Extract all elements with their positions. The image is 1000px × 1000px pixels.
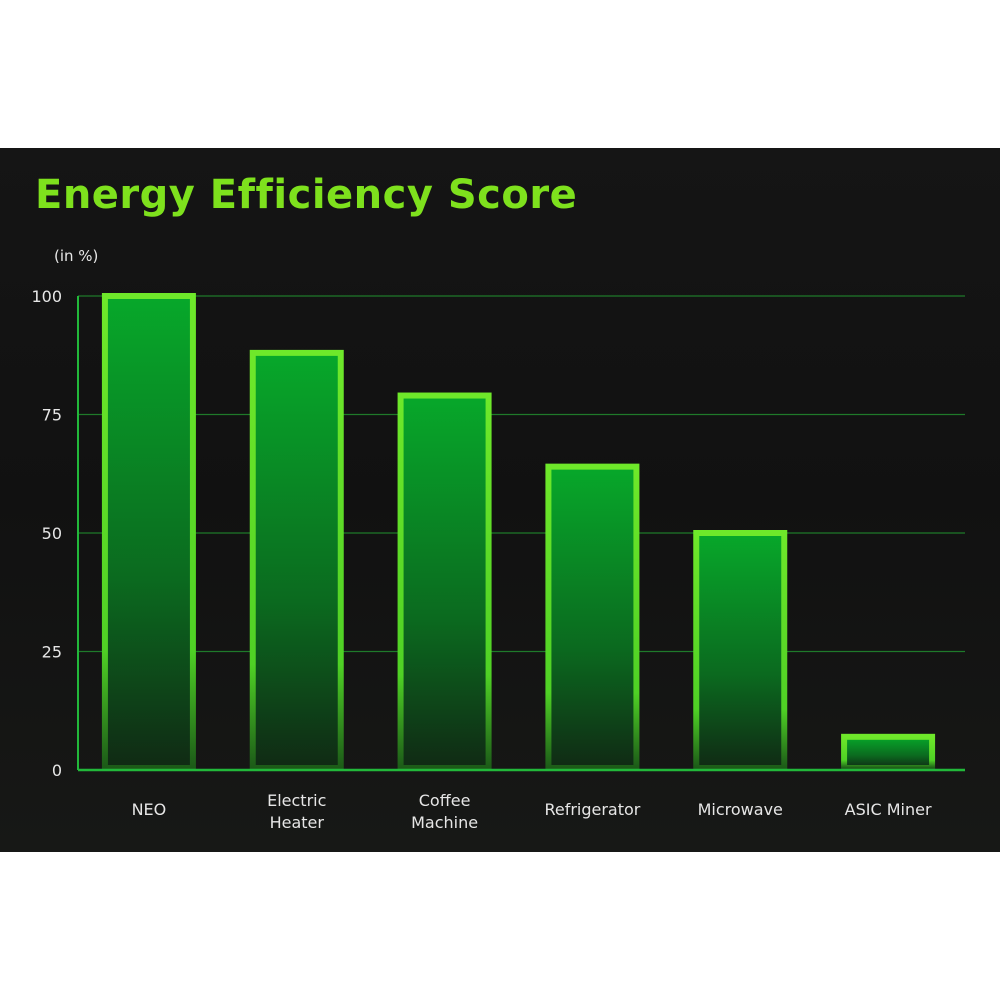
x-category-label: Electric Heater	[267, 791, 326, 832]
y-tick-label: 50	[42, 524, 62, 543]
bar	[693, 530, 788, 771]
x-category-label: Microwave	[698, 800, 783, 819]
x-category-label: Coffee Machine	[411, 791, 478, 832]
x-category-label-line: Microwave	[698, 800, 783, 819]
chart-title: Energy Efficiency Score	[35, 172, 578, 218]
x-axis-categories: NEO Electric Heater Coffee Machine Refrigerat…	[132, 791, 932, 832]
axes	[77, 296, 965, 772]
bars	[101, 293, 936, 772]
bar	[101, 293, 196, 771]
x-category-label: ASIC Miner	[845, 800, 932, 819]
bar	[545, 463, 640, 771]
x-category-label-line: Refrigerator	[544, 800, 640, 819]
gridlines	[78, 295, 965, 653]
x-category-label-line: Heater	[270, 813, 325, 832]
y-tick-label: 25	[42, 643, 62, 662]
bar	[397, 392, 492, 771]
x-category-label-line: NEO	[132, 800, 167, 819]
y-tick-label: 0	[52, 761, 62, 780]
bar	[841, 733, 936, 772]
x-category-label-line: Electric	[267, 791, 326, 810]
y-axis-unit-label: (in %)	[54, 247, 99, 265]
bar	[249, 349, 344, 771]
x-category-label: Refrigerator	[544, 800, 640, 819]
x-category-label: NEO	[132, 800, 167, 819]
x-category-label-line: Machine	[411, 813, 478, 832]
x-category-label-line: ASIC Miner	[845, 800, 932, 819]
x-category-label-line: Coffee	[419, 791, 471, 810]
y-axis-ticks: 0 25 50 75 100	[31, 287, 62, 780]
y-tick-label: 75	[42, 406, 62, 425]
y-tick-label: 100	[31, 287, 62, 306]
